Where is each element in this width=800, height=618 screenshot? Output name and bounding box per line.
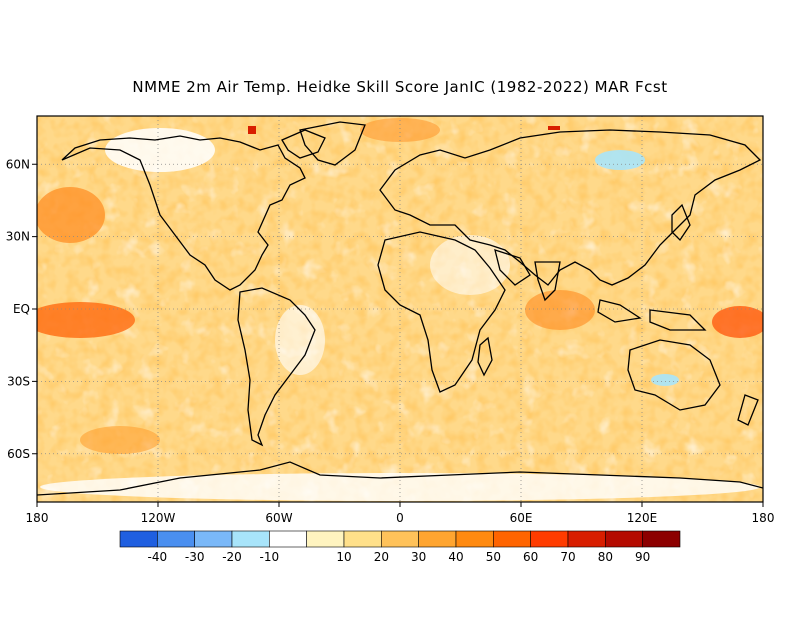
colorbar-label: 30: [411, 550, 426, 564]
longitude-labels: 180 120W 60W 0 60E 120E 180: [26, 502, 775, 525]
colorbar-label: 10: [336, 550, 351, 564]
colorbar-swatch: [306, 530, 345, 548]
lat-label: EQ: [13, 302, 30, 316]
colorbar-swatch: [269, 530, 307, 548]
colorbar-swatch: [567, 530, 606, 548]
lon-label: 180: [752, 511, 775, 525]
lat-label: 60S: [7, 447, 30, 461]
lon-label: 60W: [265, 511, 292, 525]
colorbar-swatch: [493, 530, 531, 548]
colorbar-swatch: [455, 530, 494, 548]
colorbar-label: -20: [222, 550, 242, 564]
colorbar-swatch: [157, 530, 195, 548]
colorbar-label: 50: [486, 550, 501, 564]
colorbar-swatch: [343, 530, 382, 548]
lat-label: 30N: [6, 230, 30, 244]
colorbar-label: 20: [374, 550, 389, 564]
colorbar-label: -30: [185, 550, 205, 564]
colorbar-label: -40: [148, 550, 168, 564]
colorbar-swatch: [530, 530, 569, 548]
lon-label: 0: [396, 511, 404, 525]
lon-label: 120W: [141, 511, 176, 525]
colorbar-swatch: [231, 530, 270, 548]
colorbar-label: -10: [260, 550, 280, 564]
lat-label: 60N: [6, 157, 30, 171]
colorbar-swatch: [119, 530, 158, 548]
skill-field: [37, 116, 763, 502]
colorbar-swatch: [381, 530, 419, 548]
colorbar-label: 60: [523, 550, 538, 564]
gridlines: [37, 116, 763, 502]
lon-label: 180: [26, 511, 49, 525]
colorbar-label: 90: [635, 550, 650, 564]
colorbar: [119, 530, 681, 548]
colorbar-swatch: [418, 530, 457, 548]
lon-label: 60E: [510, 511, 533, 525]
latitude-labels: 60N 30N EQ 30S 60S: [6, 157, 37, 461]
colorbar-label: 70: [560, 550, 575, 564]
colorbar-label: 40: [448, 550, 463, 564]
coastlines: [37, 121, 763, 496]
lon-label: 120E: [627, 511, 658, 525]
colorbar-swatch: [194, 530, 233, 548]
colorbar-label: 80: [598, 550, 613, 564]
colorbar-swatch: [605, 530, 643, 548]
lat-label: 30S: [7, 374, 30, 388]
colorbar-labels: -40 -30 -20 -10 10 20 30 40 50 60 70 80 90: [148, 550, 651, 564]
colorbar-swatch: [642, 530, 681, 548]
map-title: NMME 2m Air Temp. Heidke Skill Score Jan…: [132, 78, 668, 96]
